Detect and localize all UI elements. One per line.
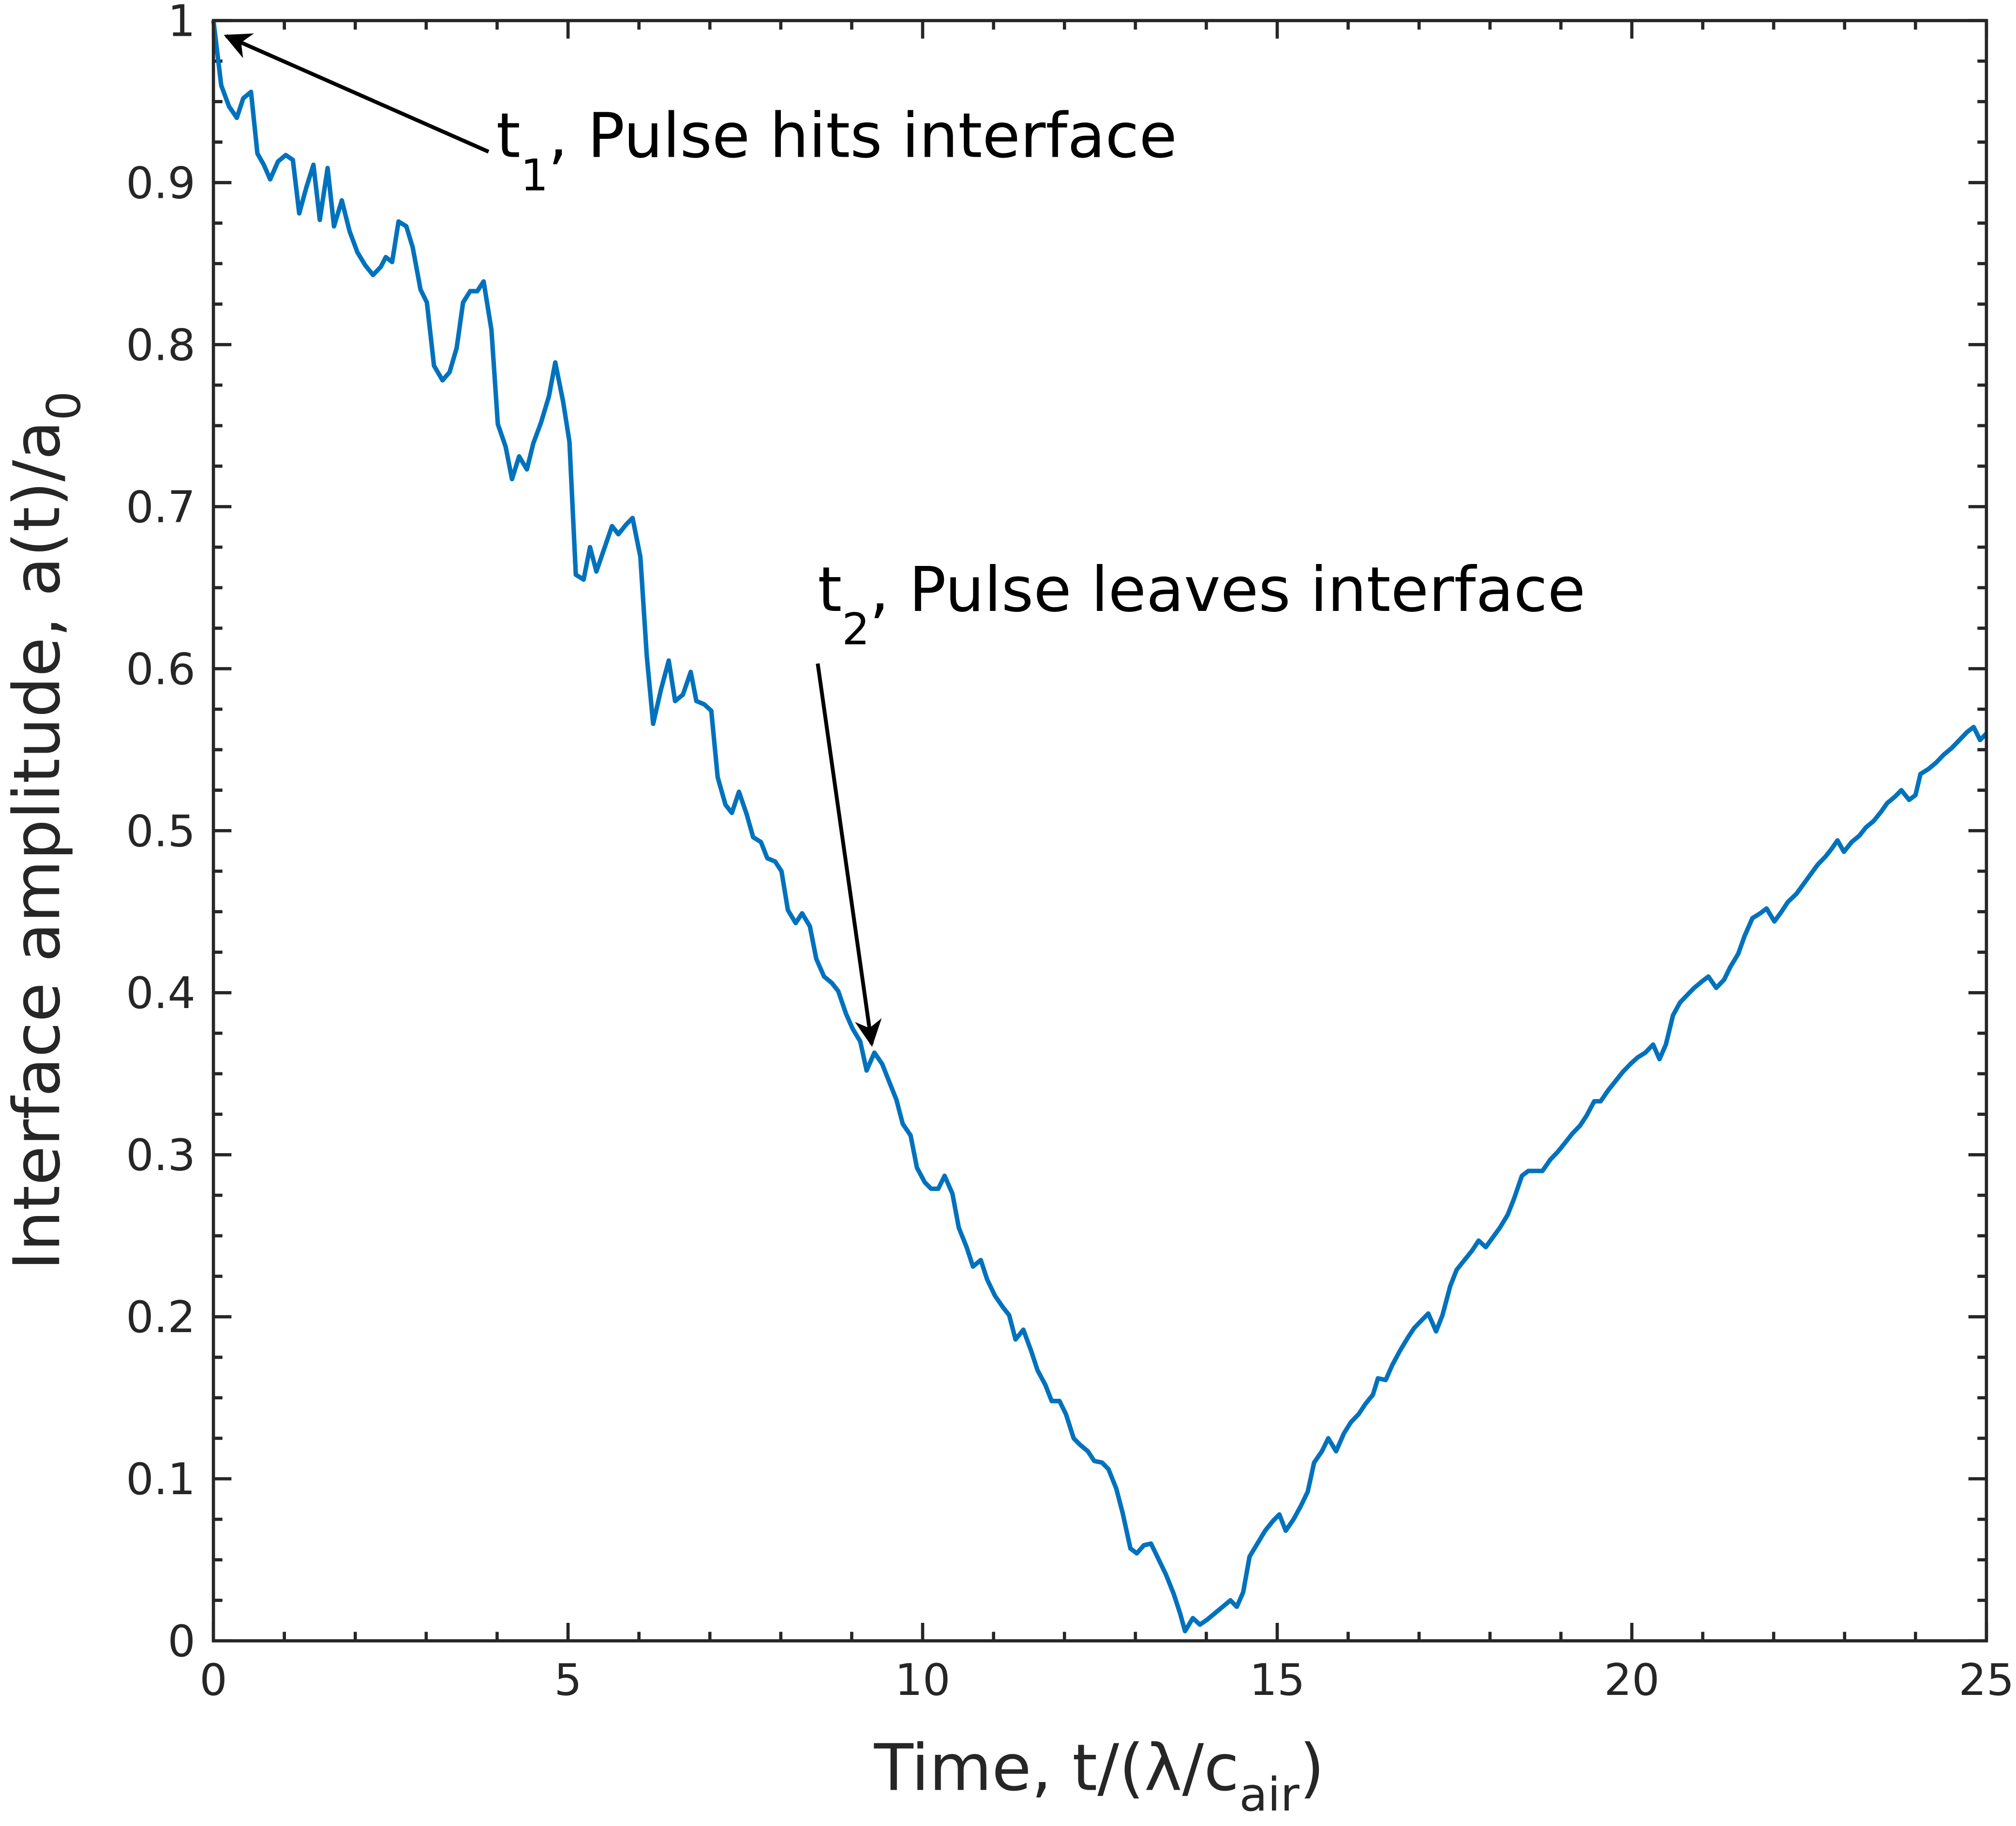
- annotation-text: , Pulse leaves interface: [870, 554, 1585, 626]
- x-tick-label: 5: [554, 1655, 582, 1706]
- annotation: t2, Pulse leaves interface: [818, 554, 1585, 655]
- label-text: Time, t/(λ/c: [874, 1731, 1239, 1806]
- y-tick-label: 0.5: [126, 806, 195, 857]
- data-line: [211, 20, 1988, 1633]
- label-text: ): [1299, 1731, 1325, 1806]
- x-tick-label: 10: [895, 1655, 951, 1706]
- y-tick-label: 0.4: [126, 968, 195, 1019]
- y-tick-label: 0.2: [126, 1292, 195, 1343]
- arrow: [816, 663, 882, 1047]
- label-text: Interface amplitude, a(t)/a: [0, 420, 75, 1270]
- label-subscript: air: [1239, 1767, 1299, 1822]
- y-tick-label: 0.8: [126, 320, 195, 371]
- x-axis-label: Time, t/(λ/cair): [874, 1731, 1325, 1822]
- x-tick-label: 25: [1958, 1655, 2014, 1706]
- y-tick-label: 0.3: [126, 1130, 195, 1181]
- axes-frame: [211, 19, 1988, 1643]
- y-tick-label: 0.1: [126, 1454, 195, 1505]
- x-tick-label: 0: [199, 1655, 227, 1706]
- annotation-text: , Pulse hits interface: [548, 100, 1177, 172]
- arrow: [224, 33, 490, 154]
- x-tick-label: 15: [1250, 1655, 1305, 1706]
- annotation-subscript: 1: [521, 150, 548, 201]
- label-subscript: 0: [37, 391, 91, 421]
- y-axis-label: Interface amplitude, a(t)/a0: [0, 391, 90, 1271]
- annotation-text: t: [818, 554, 842, 626]
- annotation: t1, Pulse hits interface: [496, 100, 1177, 201]
- y-tick-label: 0: [167, 1616, 195, 1667]
- y-tick-label: 0.9: [126, 158, 195, 208]
- x-tick-label: 20: [1604, 1655, 1659, 1706]
- annotation-text: t: [496, 100, 521, 172]
- y-tick-label: 0.6: [126, 644, 195, 695]
- y-tick-label: 1: [167, 0, 195, 46]
- y-tick-label: 0.7: [126, 482, 195, 533]
- annotation-subscript: 2: [842, 604, 869, 655]
